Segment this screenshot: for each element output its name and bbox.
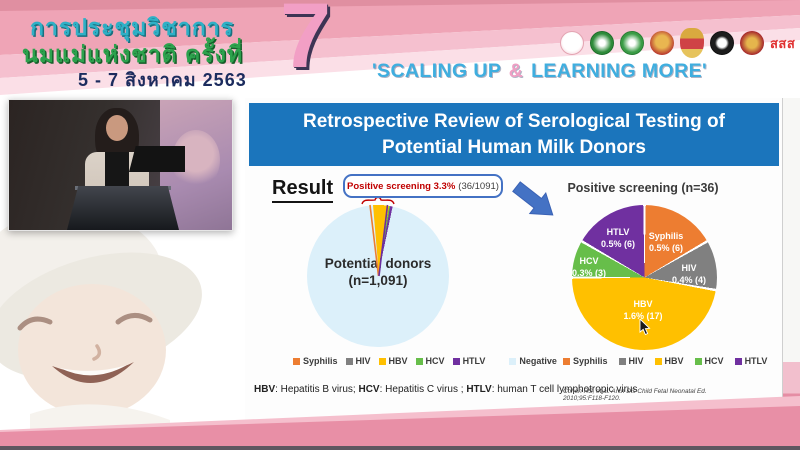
legend-item-negative: Negative: [509, 356, 557, 366]
legend-hcv-label: HCV: [425, 356, 445, 366]
green-seal-logo-2: [620, 31, 644, 55]
legend-item-htlv: HTLV: [734, 356, 768, 366]
hiv-swatch: [345, 357, 353, 365]
slice-syphilis-name: Syphilis: [648, 231, 684, 241]
presenter-face: [106, 115, 128, 141]
event-title-line1: การประชุมวิชาการ: [30, 14, 234, 40]
slice-label-syphilis: Syphilis 0.5% (6): [634, 231, 698, 254]
slice-syphilis-value: 0.5% (6): [648, 242, 683, 253]
legend-item-syphilis: Syphilis: [563, 356, 608, 366]
right-margin-pink: [783, 362, 800, 450]
callout-highlight: Positive screening 3.3%: [347, 180, 456, 192]
green-seal-logo-1: [590, 31, 614, 55]
sss-health-fund-logo: สสส: [770, 35, 796, 51]
callout-detail: (36/1091): [458, 180, 499, 192]
slice-label-hbv: HBV 1.6% (17): [611, 299, 675, 322]
crown-emblem-logo: [680, 28, 704, 58]
slice-hbv-name: HBV: [633, 299, 653, 309]
hiv-swatch: [618, 357, 626, 365]
legend-item-hiv: HIV: [345, 356, 371, 366]
slice-hcv-value: 0.3% (3): [571, 267, 606, 278]
presenter-shirt: [105, 152, 129, 188]
syphilis-swatch: [563, 357, 570, 365]
reference-citation: Cohen RS, et al. Arch Dis Child Fetal Ne…: [563, 388, 707, 402]
legend-syphilis-label: Syphilis: [303, 356, 338, 366]
legend-hcv-label: HCV: [704, 356, 724, 366]
slide-title: Retrospective Review of Serological Test…: [303, 111, 725, 158]
donors-label-line2: (n=1,091): [348, 272, 408, 288]
podium: [67, 186, 179, 230]
legend-syphilis-label: Syphilis: [573, 356, 608, 366]
mouse-cursor-icon: [639, 319, 651, 336]
abbreviation-footnote: HBV: Hepatitis B virus; HCV: Hepatitis C…: [254, 384, 638, 395]
hbv-swatch: [378, 357, 386, 365]
positive-sliver-callout-wedge: [361, 196, 395, 277]
university-seal-logo: [710, 31, 734, 55]
syphilis-swatch: [293, 357, 300, 365]
negative-swatch: [509, 357, 517, 365]
positive-pie-title: Positive screening (n=36): [567, 181, 719, 195]
result-heading: Result: [272, 177, 334, 203]
event-number: 7: [280, 0, 332, 87]
slice-label-hiv: HIV 0.4% (4): [657, 263, 721, 286]
footnote-hcv: HCV: [358, 384, 380, 395]
donors-pie-legend: Syphilis HIV HBV HCV HTLV Negative: [293, 356, 557, 366]
footnote-t2: : Hepatitis C virus ;: [379, 384, 467, 395]
mother-child-logo: [560, 31, 584, 55]
legend-item-hbv: HBV: [654, 356, 684, 366]
footnote-htlv: HTLV: [466, 384, 492, 395]
slice-hbv-value: 1.6% (17): [623, 310, 663, 321]
legend-hbv-label: HBV: [664, 356, 684, 366]
footnote-t3: : human T cell lymphotropic virus: [491, 384, 638, 395]
htlv-swatch: [734, 357, 742, 365]
legend-htlv-label: HTLV: [462, 356, 486, 366]
legend-hbv-label: HBV: [388, 356, 408, 366]
htlv-swatch: [452, 357, 460, 365]
presenter-video[interactable]: [8, 99, 233, 231]
slice-hiv-name: HIV: [681, 263, 697, 273]
legend-negative-label: Negative: [519, 356, 557, 366]
blue-arrow-icon: [512, 181, 554, 216]
tagline-close: LEARNING MORE': [525, 60, 708, 82]
hcv-swatch: [415, 357, 423, 365]
legend-item-hcv: HCV: [415, 356, 445, 366]
slice-label-htlv: HTLV 0.5% (6): [586, 227, 650, 250]
event-title-line2: นมแม่แห่งชาติ ครั้งที่: [22, 41, 244, 67]
hcv-swatch: [694, 357, 702, 365]
sponsor-logos: สสส: [560, 26, 795, 60]
event-tagline: 'SCALING UP & LEARNING MORE': [372, 60, 796, 83]
event-dates: 5 - 7 สิงหาคม 2563: [78, 70, 247, 90]
legend-item-syphilis: Syphilis: [293, 356, 338, 366]
baby-photo: [0, 224, 202, 430]
hbv-swatch: [654, 357, 662, 365]
legend-hiv-label: HIV: [628, 356, 644, 366]
footnote-t1: : Hepatitis B virus;: [275, 384, 359, 395]
footnote-hbv: HBV: [254, 384, 276, 395]
legend-item-hcv: HCV: [694, 356, 724, 366]
tagline-open: 'SCALING UP: [372, 60, 507, 82]
tagline-ampersand: &: [508, 60, 524, 82]
royal-emblem-logo: [650, 31, 674, 55]
slide-title-bar: Retrospective Review of Serological Test…: [249, 103, 779, 166]
positive-screening-callout: Positive screening 3.3% (36/1091): [343, 174, 503, 198]
slice-hcv-name: HCV: [579, 256, 599, 266]
slice-hiv-value: 0.4% (4): [671, 274, 706, 285]
legend-item-hiv: HIV: [618, 356, 644, 366]
legend-item-htlv: HTLV: [452, 356, 486, 366]
conference-banner: การประชุมวิชาการ นมแม่แห่งชาติ ครั้งที่ …: [0, 0, 800, 95]
legend-hiv-label: HIV: [355, 356, 371, 366]
positive-pie-legend: Syphilis HIV HBV HCV HTLV: [563, 356, 767, 366]
slice-htlv-value: 0.5% (6): [600, 238, 635, 249]
presentation-slide[interactable]: Retrospective Review of Serological Test…: [245, 98, 783, 430]
red-seal-logo: [740, 31, 764, 55]
podium-laptop: [129, 146, 185, 172]
screen-right-margin: [783, 98, 800, 430]
slice-label-hcv: HCV 0.3% (3): [557, 256, 621, 279]
legend-htlv-label: HTLV: [744, 356, 768, 366]
slice-htlv-name: HTLV: [606, 227, 630, 237]
legend-item-hbv: HBV: [378, 356, 408, 366]
